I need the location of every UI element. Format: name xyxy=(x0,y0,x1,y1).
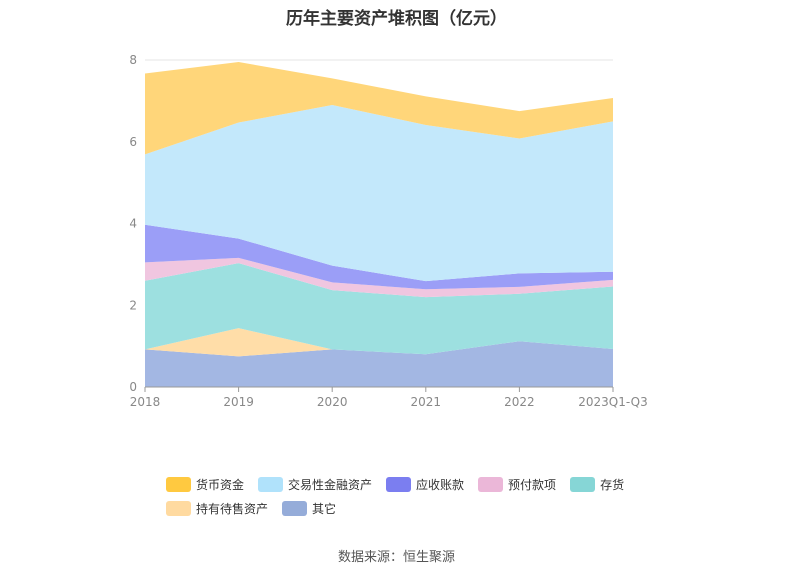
legend-label: 货币资金 xyxy=(196,477,245,492)
area-货币资金 xyxy=(145,62,613,155)
chart-title: 历年主要资产堆积图（亿元） xyxy=(286,9,507,29)
legend-swatch xyxy=(166,500,191,516)
x-tick-label: 2020 xyxy=(317,395,348,409)
y-tick-label: 6 xyxy=(129,135,137,149)
area-预付款项 xyxy=(145,257,613,298)
legend-label: 其它 xyxy=(312,501,337,516)
legend-swatch xyxy=(386,476,412,492)
legend-row: 货币资金 交易性金融资产 应收账款 预付款项 存货 xyxy=(166,472,646,496)
legend-label: 预付款项 xyxy=(508,477,557,492)
x-tick-label: 2019 xyxy=(223,395,254,409)
legend-label: 持有待售资产 xyxy=(196,501,269,516)
legend: 货币资金 交易性金融资产 应收账款 预付款项 存货 持有待售资产 其它 xyxy=(166,472,646,520)
legend-swatch xyxy=(282,500,308,516)
legend-item[interactable]: 预付款项 xyxy=(478,476,556,493)
legend-item[interactable]: 存货 xyxy=(570,476,624,493)
area-应收账款 xyxy=(145,224,613,290)
legend-swatch xyxy=(570,476,596,492)
source-note: 数据来源：恒生聚源 xyxy=(337,550,455,565)
area-持有待售资产 xyxy=(145,328,613,357)
x-tick-label: 2022 xyxy=(504,395,535,409)
legend-item[interactable]: 应收账款 xyxy=(386,476,464,493)
legend-item[interactable]: 持有待售资产 xyxy=(166,500,268,517)
area-其它 xyxy=(145,341,613,387)
y-tick-label: 0 xyxy=(129,380,137,394)
stacked-area-chart: 0 2 4 6 8 2018 2019 2020 2021 2022 2023Q1-Q3 xyxy=(129,53,647,409)
legend-item[interactable]: 货币资金 xyxy=(166,476,244,493)
legend-item[interactable]: 交易性金融资产 xyxy=(258,476,372,493)
area-存货 xyxy=(145,263,613,355)
legend-item[interactable]: 其它 xyxy=(282,500,336,517)
legend-swatch xyxy=(258,476,284,492)
legend-label: 交易性金融资产 xyxy=(288,477,373,492)
x-tick-label: 2018 xyxy=(130,395,161,409)
x-tick-label: 2023Q1-Q3 xyxy=(578,395,647,409)
legend-row: 持有待售资产 其它 xyxy=(166,496,646,520)
y-tick-label: 8 xyxy=(129,53,137,67)
y-tick-label: 2 xyxy=(129,298,137,312)
x-tick-label: 2021 xyxy=(411,395,442,409)
legend-swatch xyxy=(478,476,504,492)
y-tick-label: 4 xyxy=(129,217,137,231)
legend-swatch xyxy=(166,476,191,492)
axes: 0 2 4 6 8 2018 2019 2020 2021 2022 2023Q1-Q3 xyxy=(129,53,647,409)
legend-label: 存货 xyxy=(600,477,625,492)
legend-label: 应收账款 xyxy=(416,477,465,492)
area-series xyxy=(145,62,613,387)
area-交易性金融资产 xyxy=(145,104,613,282)
